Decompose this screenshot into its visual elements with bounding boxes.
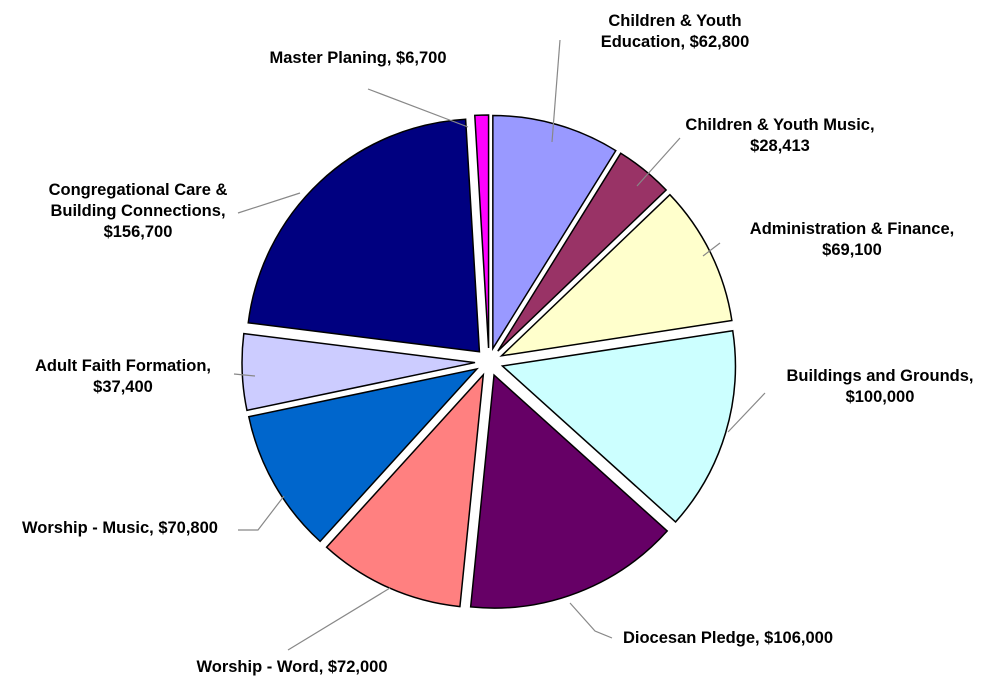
slice-worship-word bbox=[325, 372, 485, 608]
slice-label-buildings-and-grounds: Buildings and Grounds, $100,000 bbox=[787, 367, 974, 406]
pie-slices bbox=[241, 114, 737, 609]
slice-label-master-planing: Master Planing, $6,700 bbox=[270, 49, 447, 67]
slice-administration-and-finance bbox=[499, 193, 733, 357]
slice-label-administration-and-finance: Administration & Finance, $69,100 bbox=[750, 220, 954, 259]
slice-label-children-and-youth-education: Children & Youth Education, $62,800 bbox=[601, 12, 750, 51]
leader-line-worship-word bbox=[287, 587, 391, 651]
slice-worship-music bbox=[247, 367, 479, 543]
slice-label-adult-faith-formation: Adult Faith Formation, $37,400 bbox=[35, 357, 211, 396]
leader-line-diocesan-pledge bbox=[569, 602, 613, 639]
slice-label-worship-music: Worship - Music, $70,800 bbox=[22, 519, 218, 537]
leader-line-master-planing bbox=[367, 88, 469, 128]
slice-congregational-care-and-building-connections bbox=[247, 118, 481, 353]
slice-label-children-and-youth-music: Children & Youth Music, $28,413 bbox=[685, 116, 874, 155]
slice-children-and-youth-education bbox=[492, 114, 617, 352]
slice-children-and-youth-music bbox=[497, 152, 668, 352]
leader-line-children-and-youth-music bbox=[636, 137, 681, 187]
slice-labels: Children & Youth Education, $62,800 Childr… bbox=[22, 12, 973, 676]
leader-lines bbox=[233, 39, 766, 651]
slice-adult-faith-formation bbox=[241, 332, 476, 412]
slice-buildings-and-grounds bbox=[500, 329, 737, 523]
slice-label-diocesan-pledge: Diocesan Pledge, $106,000 bbox=[623, 629, 833, 647]
leader-line-children-and-youth-education bbox=[551, 39, 561, 143]
slice-master-planing bbox=[473, 114, 490, 349]
slice-label-congregational-care-and-building-connections: Congregational Care & Building Connection… bbox=[49, 181, 228, 241]
leader-line-adult-faith-formation bbox=[233, 373, 256, 377]
leader-line-congregational-care-and-building-connections bbox=[237, 192, 301, 214]
leader-line-buildings-and-grounds bbox=[727, 392, 766, 433]
leader-line-worship-music bbox=[238, 495, 285, 531]
slice-label-worship-word: Worship - Word, $72,000 bbox=[196, 658, 387, 676]
leader-line-administration-and-finance bbox=[702, 242, 721, 257]
slice-diocesan-pledge bbox=[469, 373, 669, 609]
